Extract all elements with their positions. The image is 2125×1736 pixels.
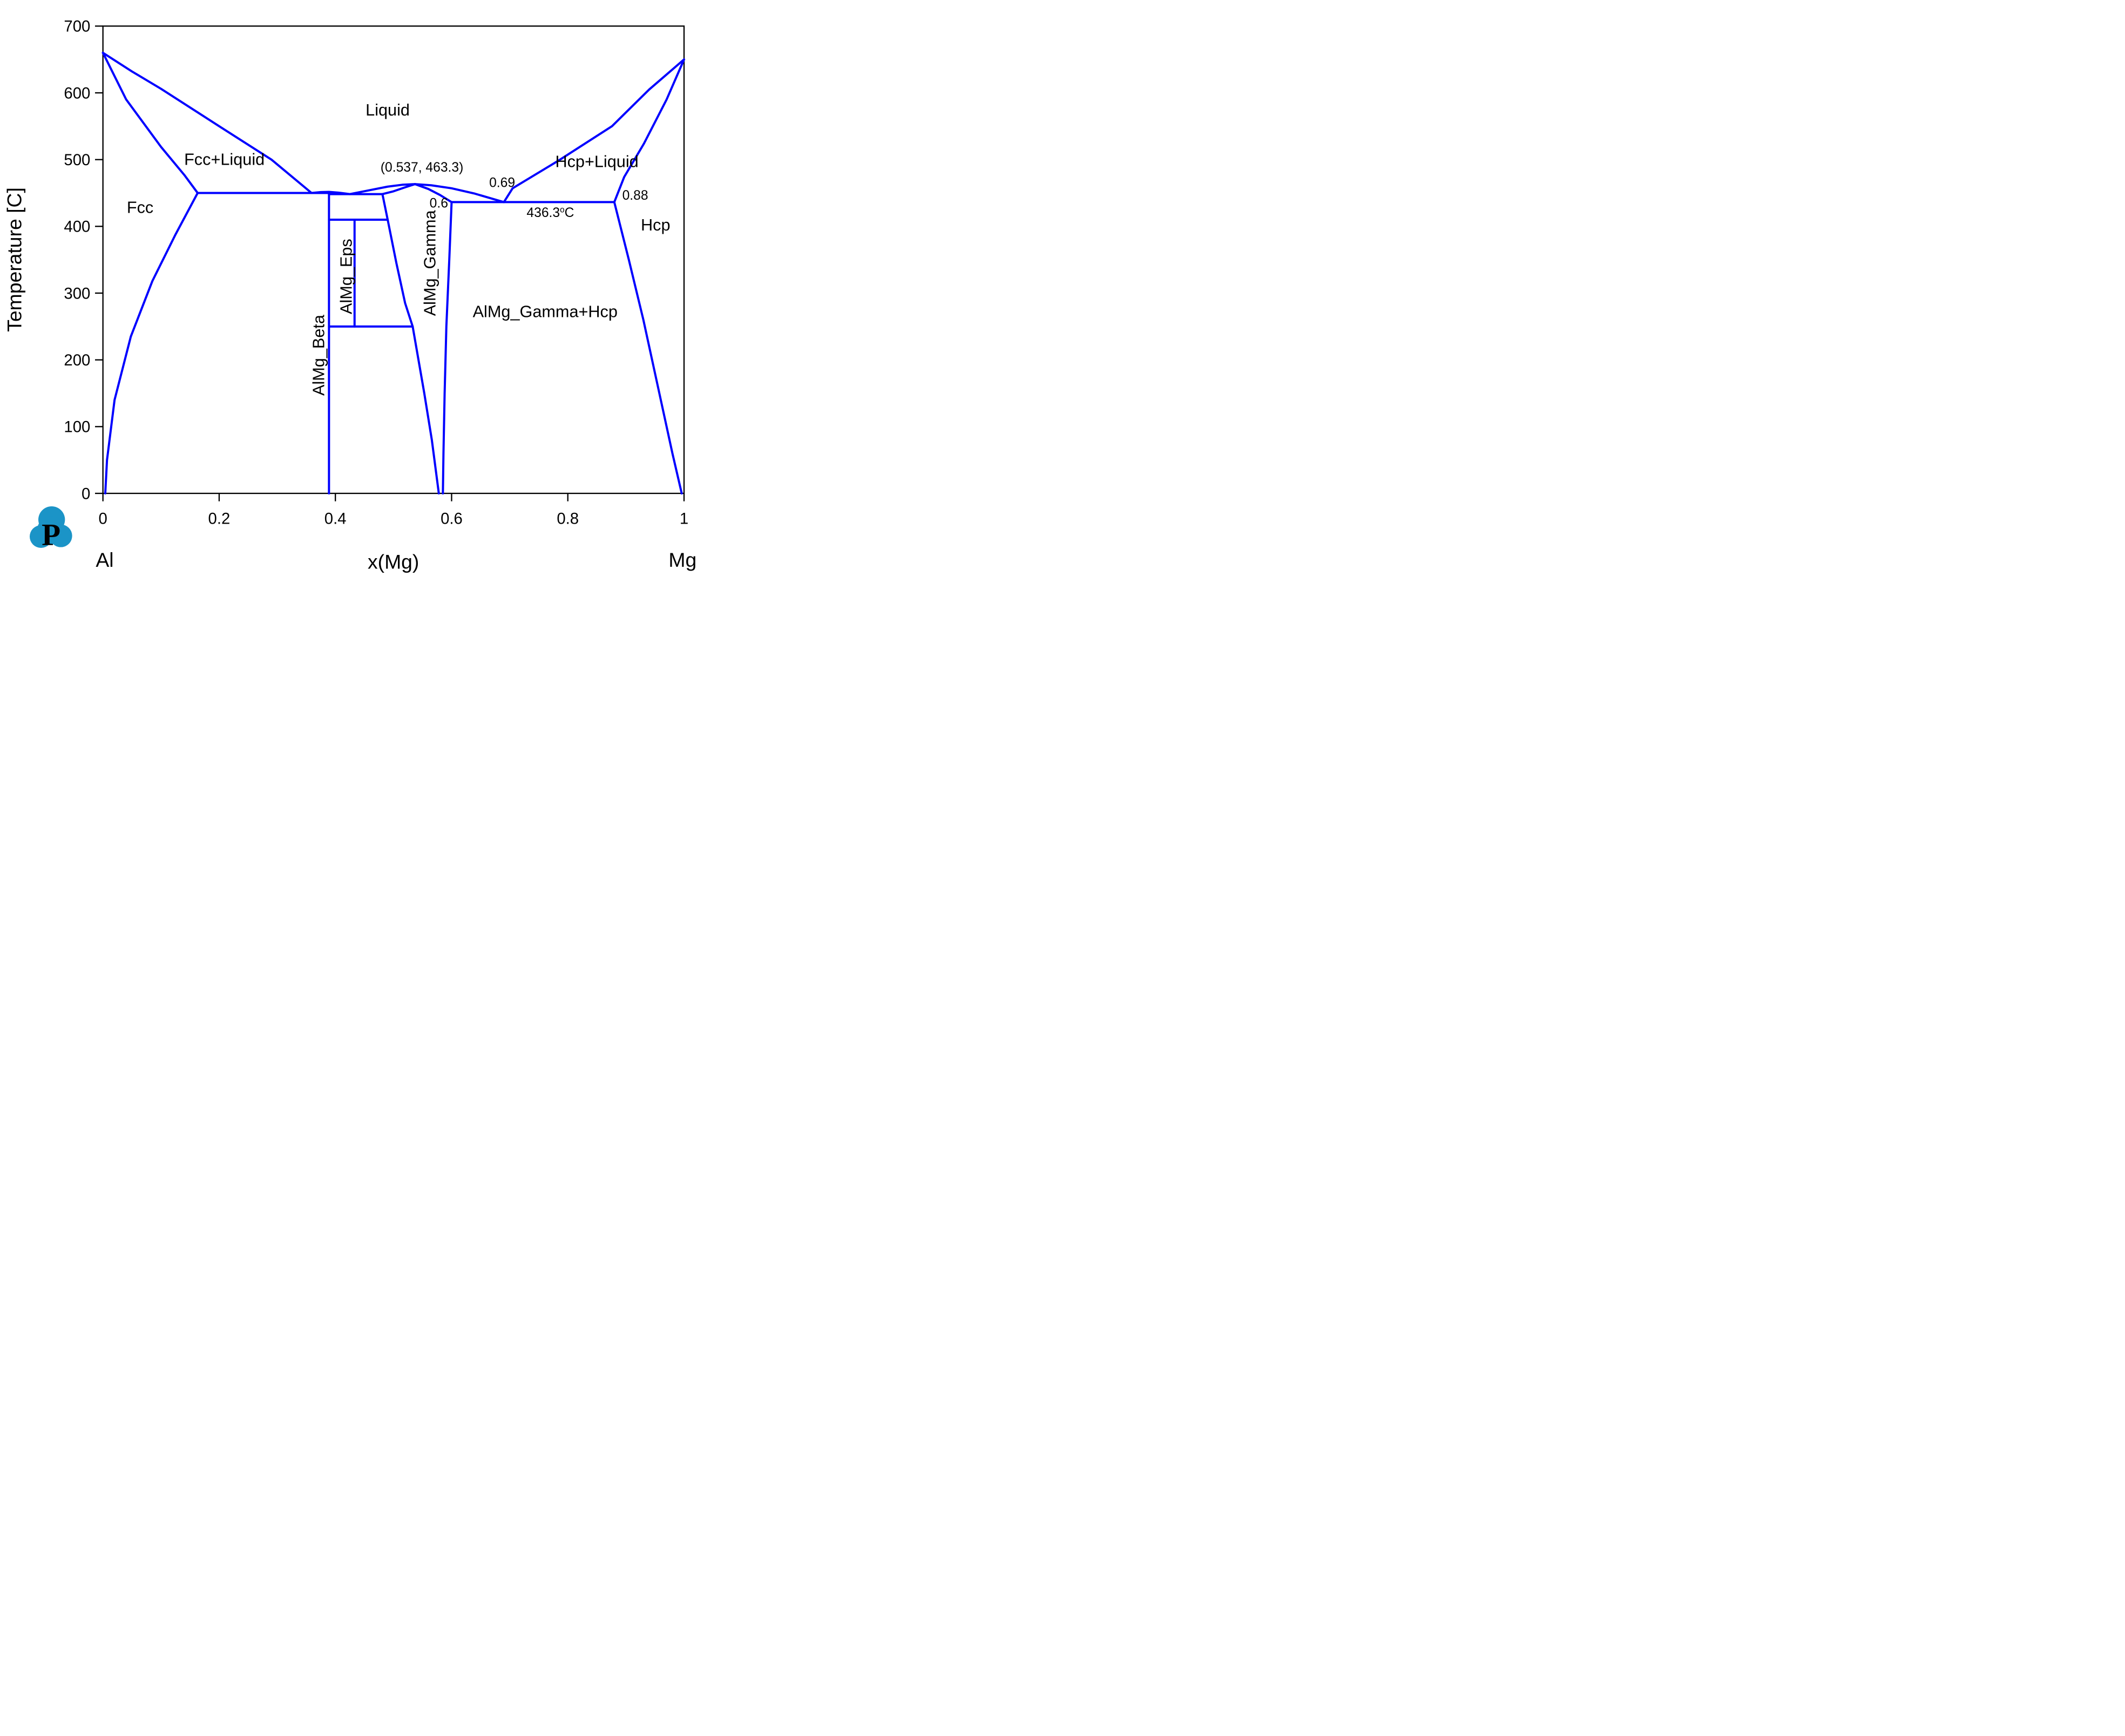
phase-diagram-figure: 0 0.2 0.4 0.6 0.8 1 0 100 200 300 400 500 600 700 Liq… (0, 0, 708, 579)
end-member-mg-label: Mg (668, 548, 696, 571)
axis-tick-labels: 0 0.2 0.4 0.6 0.8 1 0 100 200 300 400 500 600 700 (64, 18, 688, 528)
boundary-gamma-liquidus-left (349, 183, 416, 195)
logo-letter: P (42, 518, 60, 552)
region-labels: Liquid Fcc+Liquid Fcc Hcp+Liquid Hcp AlMg_Gam… (127, 101, 671, 396)
x-axis-title: x(Mg) (368, 550, 419, 573)
y-tick-label-200: 200 (64, 351, 90, 369)
label-region-gamma-hcp: AlMg_Gamma+Hcp (473, 303, 618, 321)
y-axis-title: Temperature [C] (3, 187, 25, 332)
boundary-hcp-solidus (613, 58, 685, 204)
boundary-gamma-left-solvus (381, 193, 440, 494)
x-tick-label-0: 0 (99, 510, 107, 528)
y-tick-label-100: 100 (64, 418, 90, 436)
boundary-fcc-solidus (101, 51, 199, 194)
label-annotation-congruent-point: (0.537, 463.3) (381, 160, 464, 175)
phase-diagram-canvas: 0 0.2 0.4 0.6 0.8 1 0 100 200 300 400 500 600 700 Liq… (3, 18, 696, 573)
x-tick-label-1: 1 (680, 510, 688, 528)
label-phase-almg-gamma: AlMg_Gamma (421, 209, 439, 316)
label-region-hcp: Hcp (641, 216, 671, 234)
y-tick-label-700: 700 (64, 18, 90, 36)
y-tick-label-400: 400 (64, 218, 90, 236)
boundary-gamma-solidus-left (381, 183, 416, 195)
boundary-hcp-solvus (613, 201, 683, 494)
label-region-fcc-liquid: Fcc+Liquid (184, 151, 265, 169)
label-region-fcc: Fcc (127, 199, 153, 217)
label-phase-almg-beta: AlMg_Beta (310, 314, 328, 396)
y-tick-label-500: 500 (64, 151, 90, 169)
x-tick-label-0.4: 0.4 (324, 510, 347, 528)
label-region-hcp-liquid: Hcp+Liquid (555, 152, 638, 171)
boundary-fcc-solvus (104, 192, 199, 494)
plot-frame (102, 25, 685, 494)
y-tick-label-300: 300 (64, 284, 90, 302)
label-annotation-eutectic-temp: 436.3oC (526, 205, 574, 220)
software-logo: P (30, 506, 72, 552)
label-annotation-liquid-069: 0.69 (489, 175, 515, 190)
cloud-icon (30, 506, 72, 548)
x-tick-label-0.8: 0.8 (557, 510, 579, 528)
phase-boundaries (101, 51, 685, 494)
boundary-fcc-liquidus (101, 51, 313, 194)
boundary-gamma-liquidus-right (414, 183, 505, 204)
label-region-liquid: Liquid (366, 101, 410, 119)
y-tick-label-0: 0 (82, 485, 90, 503)
x-tick-label-0.6: 0.6 (441, 510, 463, 528)
x-tick-label-0.2: 0.2 (208, 510, 231, 528)
label-phase-almg-eps: AlMg_Eps (337, 239, 355, 314)
label-annotation-gamma-06: 0.6 (430, 196, 448, 211)
axis-ticks (95, 25, 685, 501)
boundary-gamma-right-solvus (442, 201, 453, 494)
label-annotation-hcp-088: 0.88 (622, 188, 648, 203)
end-member-al-label: Al (96, 548, 113, 571)
boundary-hcp-liquidus (503, 58, 685, 204)
y-tick-label-600: 600 (64, 84, 90, 102)
boundary-gamma-solidus-right (414, 183, 453, 204)
